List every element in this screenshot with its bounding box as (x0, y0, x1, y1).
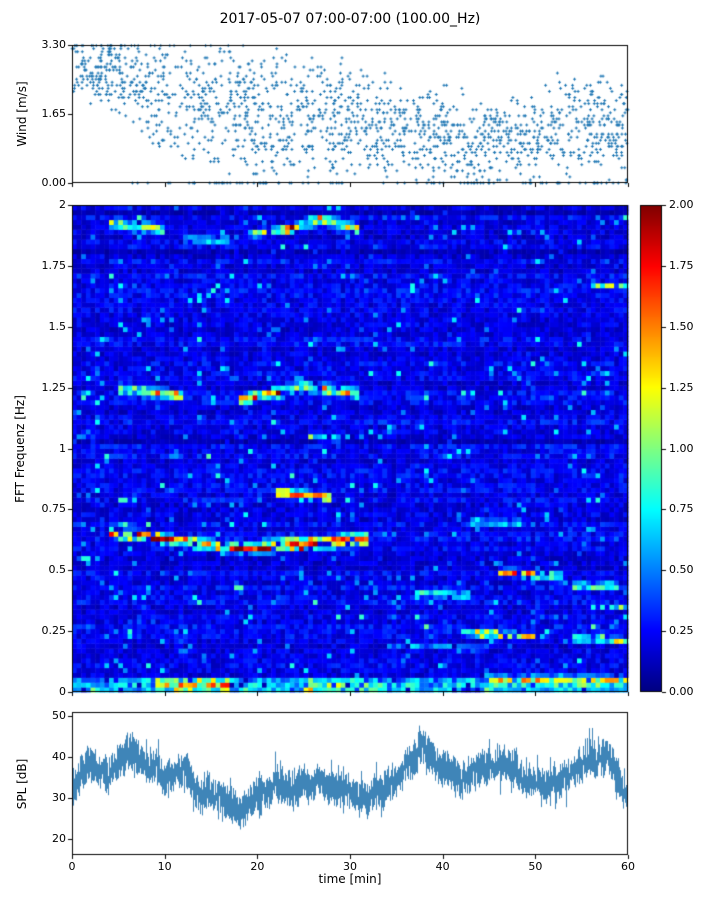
time-xtick-label: 40 (435, 860, 450, 873)
plot-title: 2017-05-07 07:00-07:00 (100.00_Hz) (219, 11, 481, 27)
colorbar-tick-label: 1.75 (669, 258, 694, 272)
spl-ytick-label: 30 (52, 790, 66, 804)
wind-ytick-label: 0.00 (41, 176, 67, 189)
fft-ytick-label: 0 (59, 685, 66, 698)
time-xtick-label: 50 (528, 860, 543, 873)
fft-ytick-label: 1.5 (48, 319, 67, 333)
colorbar-tick-label: 0.00 (669, 685, 694, 698)
colorbar (630, 195, 672, 702)
spectrogram-plot (62, 195, 638, 702)
time-xtick-label: 10 (157, 860, 172, 873)
time-xtick-label: 0 (68, 860, 76, 873)
time-axis-label: time [min] (318, 872, 382, 886)
spl-ytick-label: 40 (52, 749, 66, 763)
fft-ytick-label: 1.75 (41, 258, 67, 272)
wind-scatter-plot (62, 35, 638, 193)
time-xtick-label: 20 (250, 860, 265, 873)
time-xtick-label: 60 (621, 860, 635, 873)
fft-ytick-label: 2 (59, 198, 66, 211)
colorbar-tick-label: 1.00 (669, 441, 694, 455)
fft-ytick-label: 0.5 (48, 563, 67, 577)
time-xtick-label: 30 (343, 860, 357, 873)
wind-ytick-label: 3.30 (41, 38, 67, 51)
colorbar-tick-label: 1.25 (669, 380, 694, 394)
colorbar-tick-label: 0.75 (669, 502, 694, 516)
colorbar-tick-label: 0.25 (669, 624, 694, 638)
fft-ytick-label: 0.25 (41, 624, 67, 638)
fft-ytick-label: 1.25 (41, 380, 67, 394)
wind-ytick-label: 1.65 (41, 107, 67, 120)
colorbar-tick-label: 0.50 (669, 563, 694, 577)
colorbar-tick-label: 2.00 (669, 198, 694, 211)
colorbar-tick-label: 1.50 (669, 319, 694, 333)
fft-ytick-label: 1 (59, 441, 66, 455)
fft-ytick-label: 0.75 (41, 502, 67, 516)
spl-ytick-label: 50 (52, 709, 66, 723)
spl-ytick-label: 20 (52, 831, 66, 845)
spl-line-plot (62, 702, 638, 865)
